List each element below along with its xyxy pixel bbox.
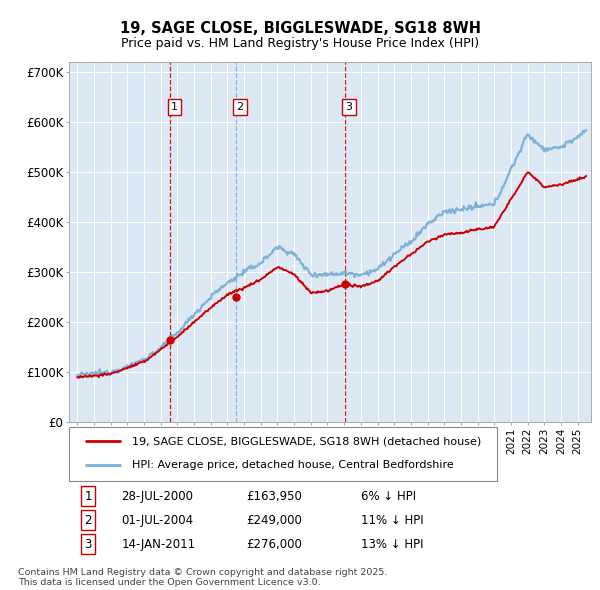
Text: Contains HM Land Registry data © Crown copyright and database right 2025.
This d: Contains HM Land Registry data © Crown c…: [18, 568, 388, 587]
Text: 19, SAGE CLOSE, BIGGLESWADE, SG18 8WH (detached house): 19, SAGE CLOSE, BIGGLESWADE, SG18 8WH (d…: [131, 437, 481, 447]
Text: Price paid vs. HM Land Registry's House Price Index (HPI): Price paid vs. HM Land Registry's House …: [121, 37, 479, 50]
Text: 3: 3: [346, 102, 353, 112]
Text: 3: 3: [85, 537, 92, 550]
Text: 2: 2: [85, 513, 92, 527]
Text: 11% ↓ HPI: 11% ↓ HPI: [361, 513, 424, 527]
Text: 1: 1: [171, 102, 178, 112]
Text: 01-JUL-2004: 01-JUL-2004: [121, 513, 193, 527]
Text: 19, SAGE CLOSE, BIGGLESWADE, SG18 8WH: 19, SAGE CLOSE, BIGGLESWADE, SG18 8WH: [119, 21, 481, 35]
Text: 2: 2: [236, 102, 244, 112]
Text: £163,950: £163,950: [247, 490, 302, 503]
Text: £276,000: £276,000: [247, 537, 302, 550]
Text: 1: 1: [85, 490, 92, 503]
Text: 13% ↓ HPI: 13% ↓ HPI: [361, 537, 424, 550]
Text: 14-JAN-2011: 14-JAN-2011: [121, 537, 196, 550]
Text: 6% ↓ HPI: 6% ↓ HPI: [361, 490, 416, 503]
FancyBboxPatch shape: [69, 427, 497, 481]
Text: HPI: Average price, detached house, Central Bedfordshire: HPI: Average price, detached house, Cent…: [131, 460, 454, 470]
Text: £249,000: £249,000: [247, 513, 302, 527]
Text: 28-JUL-2000: 28-JUL-2000: [121, 490, 193, 503]
